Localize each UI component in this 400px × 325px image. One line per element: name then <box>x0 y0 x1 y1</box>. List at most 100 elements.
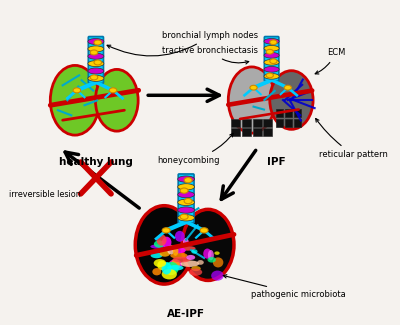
Ellipse shape <box>94 60 102 65</box>
Bar <box>285 119 292 126</box>
Ellipse shape <box>179 246 196 251</box>
Ellipse shape <box>162 237 172 248</box>
Bar <box>253 128 262 136</box>
Ellipse shape <box>96 70 138 131</box>
Ellipse shape <box>178 184 194 190</box>
Ellipse shape <box>162 269 177 280</box>
Ellipse shape <box>157 261 166 270</box>
FancyBboxPatch shape <box>178 174 194 223</box>
Ellipse shape <box>160 250 170 257</box>
Ellipse shape <box>178 207 194 213</box>
Ellipse shape <box>94 40 102 45</box>
Bar <box>294 119 301 126</box>
Text: IPF: IPF <box>267 157 286 167</box>
Ellipse shape <box>270 71 313 129</box>
Ellipse shape <box>186 255 195 260</box>
Bar <box>242 128 251 136</box>
Ellipse shape <box>172 247 186 253</box>
Bar <box>242 119 251 126</box>
Ellipse shape <box>90 50 98 55</box>
Ellipse shape <box>264 59 279 65</box>
Text: bronchial lymph nodes: bronchial lymph nodes <box>107 31 258 56</box>
Bar <box>253 119 262 126</box>
Ellipse shape <box>169 259 182 269</box>
Ellipse shape <box>197 260 204 265</box>
Ellipse shape <box>180 188 188 193</box>
Ellipse shape <box>180 260 199 267</box>
Ellipse shape <box>154 259 166 267</box>
Ellipse shape <box>250 85 257 90</box>
Ellipse shape <box>264 38 279 44</box>
Ellipse shape <box>73 88 81 93</box>
Ellipse shape <box>162 228 170 233</box>
Ellipse shape <box>182 209 234 280</box>
Bar <box>276 110 283 117</box>
Ellipse shape <box>264 73 279 79</box>
Ellipse shape <box>88 46 104 52</box>
Ellipse shape <box>183 238 189 246</box>
Ellipse shape <box>189 268 202 276</box>
Ellipse shape <box>171 259 180 269</box>
Ellipse shape <box>203 249 212 259</box>
Text: irreversible lesion: irreversible lesion <box>9 190 80 199</box>
Ellipse shape <box>135 206 193 284</box>
Ellipse shape <box>266 49 273 54</box>
Ellipse shape <box>208 250 214 260</box>
Ellipse shape <box>154 240 165 248</box>
Bar <box>231 119 240 126</box>
Ellipse shape <box>178 191 194 198</box>
Text: honeycombing: honeycombing <box>158 133 233 164</box>
Ellipse shape <box>191 266 201 271</box>
Ellipse shape <box>184 199 192 204</box>
Ellipse shape <box>167 245 175 254</box>
Ellipse shape <box>152 268 161 275</box>
Text: pathogenic microbiota: pathogenic microbiota <box>223 275 346 299</box>
Ellipse shape <box>264 46 279 51</box>
Ellipse shape <box>178 199 194 205</box>
Ellipse shape <box>88 68 104 74</box>
Ellipse shape <box>266 73 273 78</box>
Ellipse shape <box>175 231 185 242</box>
Ellipse shape <box>156 234 167 246</box>
Ellipse shape <box>200 228 208 233</box>
Ellipse shape <box>150 244 166 249</box>
Text: AE-IPF: AE-IPF <box>167 309 205 319</box>
Ellipse shape <box>214 252 220 255</box>
Bar <box>285 110 292 117</box>
Ellipse shape <box>211 270 224 281</box>
Ellipse shape <box>264 67 279 72</box>
Ellipse shape <box>180 214 188 219</box>
Ellipse shape <box>178 176 194 182</box>
Bar <box>231 128 240 136</box>
Text: healthy lung: healthy lung <box>59 157 133 167</box>
Bar <box>264 119 272 126</box>
Ellipse shape <box>284 85 292 90</box>
Ellipse shape <box>167 265 184 270</box>
Ellipse shape <box>50 65 100 135</box>
Ellipse shape <box>164 262 179 275</box>
Ellipse shape <box>270 59 277 64</box>
Text: reticular pattern: reticular pattern <box>316 119 388 159</box>
Ellipse shape <box>90 75 98 80</box>
Ellipse shape <box>191 249 198 254</box>
Ellipse shape <box>208 257 216 263</box>
Bar <box>276 119 283 126</box>
Ellipse shape <box>162 262 172 275</box>
Ellipse shape <box>172 257 191 263</box>
Text: tractive bronchiectasis: tractive bronchiectasis <box>162 46 258 64</box>
Bar <box>264 128 272 136</box>
Ellipse shape <box>88 75 104 81</box>
Ellipse shape <box>228 67 275 133</box>
Ellipse shape <box>151 253 162 258</box>
Ellipse shape <box>88 53 104 59</box>
Ellipse shape <box>264 52 279 58</box>
Ellipse shape <box>270 40 277 45</box>
Ellipse shape <box>184 177 192 183</box>
Ellipse shape <box>88 39 104 45</box>
Ellipse shape <box>213 257 223 267</box>
Ellipse shape <box>88 61 104 67</box>
FancyBboxPatch shape <box>88 36 104 83</box>
Ellipse shape <box>170 253 188 259</box>
Ellipse shape <box>178 215 194 221</box>
Bar <box>294 110 301 117</box>
